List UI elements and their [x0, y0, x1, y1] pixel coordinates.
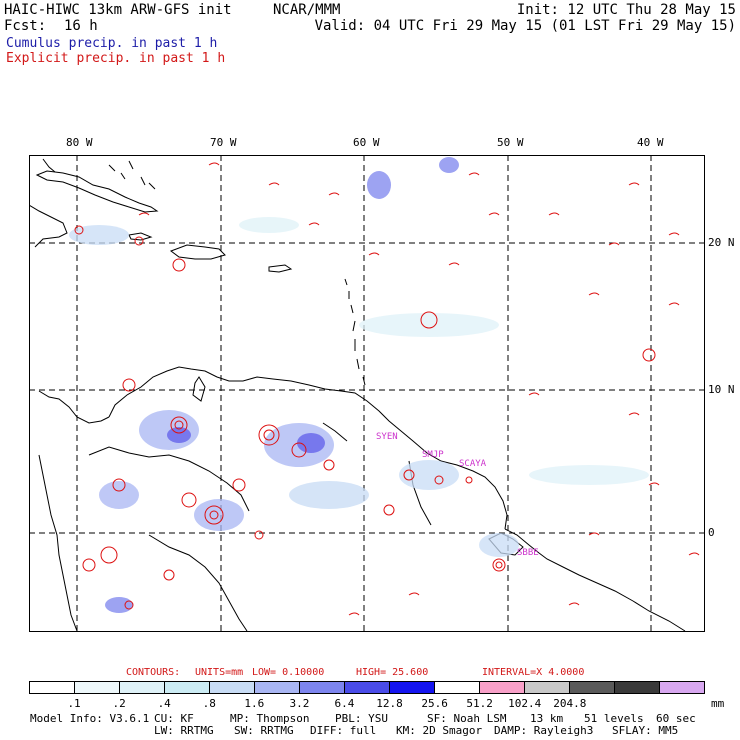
- colorbar-swatch: [615, 682, 660, 693]
- init-time: Init: 12 UTC Thu 28 May 15: [516, 2, 736, 18]
- colorbar-tick-label: .8: [202, 697, 216, 710]
- model-info-lw: LW: RRTMG: [154, 724, 214, 737]
- model-info-pbl: PBL: YSU: [335, 712, 388, 725]
- model-info-mp: MP: Thompson: [230, 712, 310, 725]
- lon-label-40w: 40 W: [637, 136, 664, 149]
- colorbar-swatch: [30, 682, 75, 693]
- valid-time: Valid: 04 UTC Fri 29 May 15 (01 LST Fri …: [314, 18, 736, 34]
- station-labels: SYEN SMJP SCAYA SBBE: [376, 432, 539, 558]
- station-label-smjp: SMJP: [422, 450, 444, 460]
- colorbar-tick-label: .4: [157, 697, 171, 710]
- lat-label-10n: 10 N: [708, 383, 735, 396]
- lon-label-50w: 50 W: [497, 136, 524, 149]
- colorbar-tick-label: 204.8: [553, 697, 587, 710]
- station-label-sbbe: SBBE: [517, 548, 539, 558]
- colorbar-units: mm: [711, 697, 725, 710]
- contours-low: LOW= 0.10000: [252, 667, 325, 678]
- lat-label-20n: 20 N: [708, 236, 735, 249]
- colorbar-tick-label: 1.6: [244, 697, 265, 710]
- colorbar-swatch: [660, 682, 704, 693]
- colorbar-tick-label: 6.4: [334, 697, 355, 710]
- model-info-timestep: 60 sec: [656, 712, 696, 725]
- colorbar-tick-label: .2: [112, 697, 126, 710]
- colorbar-swatch: [480, 682, 525, 693]
- colorbar-swatch: [435, 682, 480, 693]
- contours-title: CONTOURS:: [126, 667, 181, 678]
- colorbar-swatch: [525, 682, 570, 693]
- colorbar-swatch: [75, 682, 120, 693]
- lat-label-0: 0: [708, 526, 715, 539]
- model-info-cu: CU: KF: [154, 712, 194, 725]
- colorbar-tick-label: 12.8: [376, 697, 403, 710]
- colorbar-swatch: [120, 682, 165, 693]
- contours-info: CONTOURS: UNITS=mm LOW= 0.10000 HIGH= 25…: [0, 667, 740, 733]
- model-info-sw: SW: RRTMG: [234, 724, 294, 737]
- precip-map: SYEN SMJP SCAYA SBBE: [29, 155, 705, 632]
- model-info-sf: SF: Noah LSM: [427, 712, 507, 725]
- colorbar-swatch: [390, 682, 435, 693]
- colorbar-swatch: [345, 682, 390, 693]
- legend-explicit: Explicit precip. in past 1 h: [6, 51, 226, 66]
- colorbar-swatch: [255, 682, 300, 693]
- legend-cumulus: Cumulus precip. in past 1 h: [6, 36, 218, 51]
- explicit-precip-contours: [74, 162, 700, 616]
- forecast-label: Fcst:: [4, 18, 47, 34]
- lon-label-70w: 70 W: [210, 136, 237, 149]
- model-info-damp: DAMP: Rayleigh3: [494, 724, 594, 737]
- colorbar-tick-label: 3.2: [289, 697, 310, 710]
- map-frame: [29, 155, 705, 632]
- model-info-km: KM: 2D Smagor: [396, 724, 483, 737]
- contours-high: HIGH= 25.600: [356, 667, 429, 678]
- cumulus-precip-fill: [69, 157, 649, 613]
- colorbar-tick-label: 51.2: [466, 697, 493, 710]
- station-label-syen: SYEN: [376, 432, 398, 442]
- colorbar-swatch: [300, 682, 345, 693]
- colorbar-tick-label: 102.4: [508, 697, 542, 710]
- station-label-scaya: SCAYA: [459, 459, 487, 469]
- colorbar-swatch: [165, 682, 210, 693]
- colorbar-swatch: [210, 682, 255, 693]
- model-info-levels: 51 levels: [584, 712, 644, 725]
- model-info-diff: DIFF: full: [310, 724, 377, 737]
- colorbar-tick-label: .1: [67, 697, 81, 710]
- lon-label-80w: 80 W: [66, 136, 93, 149]
- model-info-res: 13 km: [530, 712, 564, 725]
- coastlines: [29, 158, 686, 632]
- model-info-version: Model Info: V3.6.1: [30, 712, 150, 725]
- contours-interval: INTERVAL=X 4.0000: [482, 667, 585, 678]
- colorbar-tick-label: 25.6: [421, 697, 448, 710]
- colorbar-swatch: [570, 682, 615, 693]
- contours-units: UNITS=mm: [195, 667, 244, 678]
- forecast-value: 16 h: [64, 18, 98, 34]
- model-title: HAIC-HIWC 13km ARW-GFS init: [4, 2, 232, 18]
- lon-label-60w: 60 W: [353, 136, 380, 149]
- colorbar: [29, 681, 705, 694]
- model-info-sflay: SFLAY: MM5: [612, 724, 679, 737]
- org-label: NCAR/MMM: [273, 2, 341, 18]
